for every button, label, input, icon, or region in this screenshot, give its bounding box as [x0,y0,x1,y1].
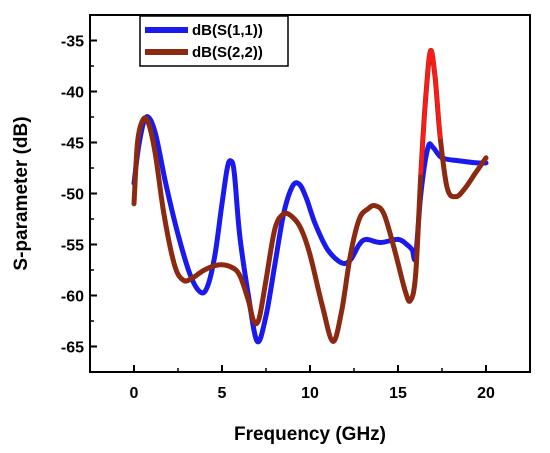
y-tick-label: -55 [61,238,84,255]
axes: 0 5 10 15 20 -35 -40 -45 -50 -55 -60 -65 [61,34,495,403]
legend-label-1: dB(S(1,1)) [192,22,263,39]
legend-label-2: dB(S(2,2)) [192,44,263,61]
x-tick-label: 5 [218,385,227,402]
y-tick-label: -65 [61,340,84,357]
x-tick-label: 15 [389,385,407,402]
x-axis-label: Frequency (GHz) [234,424,386,445]
series-line-2 [131,47,489,344]
y-tick-label: -60 [61,289,84,306]
legend-box [139,15,289,67]
y-tick-label: -40 [61,85,84,102]
x-tick-label: 0 [130,385,139,402]
series-2-peak-highlight [418,48,443,176]
series-layer [131,47,489,345]
y-tick-label: -35 [61,34,84,51]
y-tick-label: -50 [61,187,84,204]
legend: dB(S(1,1)) dB(S(2,2)) [139,15,289,67]
y-axis-label: S-parameter (dB) [11,116,32,270]
series-line-1 [131,114,489,345]
x-tick-label: 20 [477,385,495,402]
y-tick-label: -45 [61,136,84,153]
x-tick-label: 10 [301,385,319,402]
